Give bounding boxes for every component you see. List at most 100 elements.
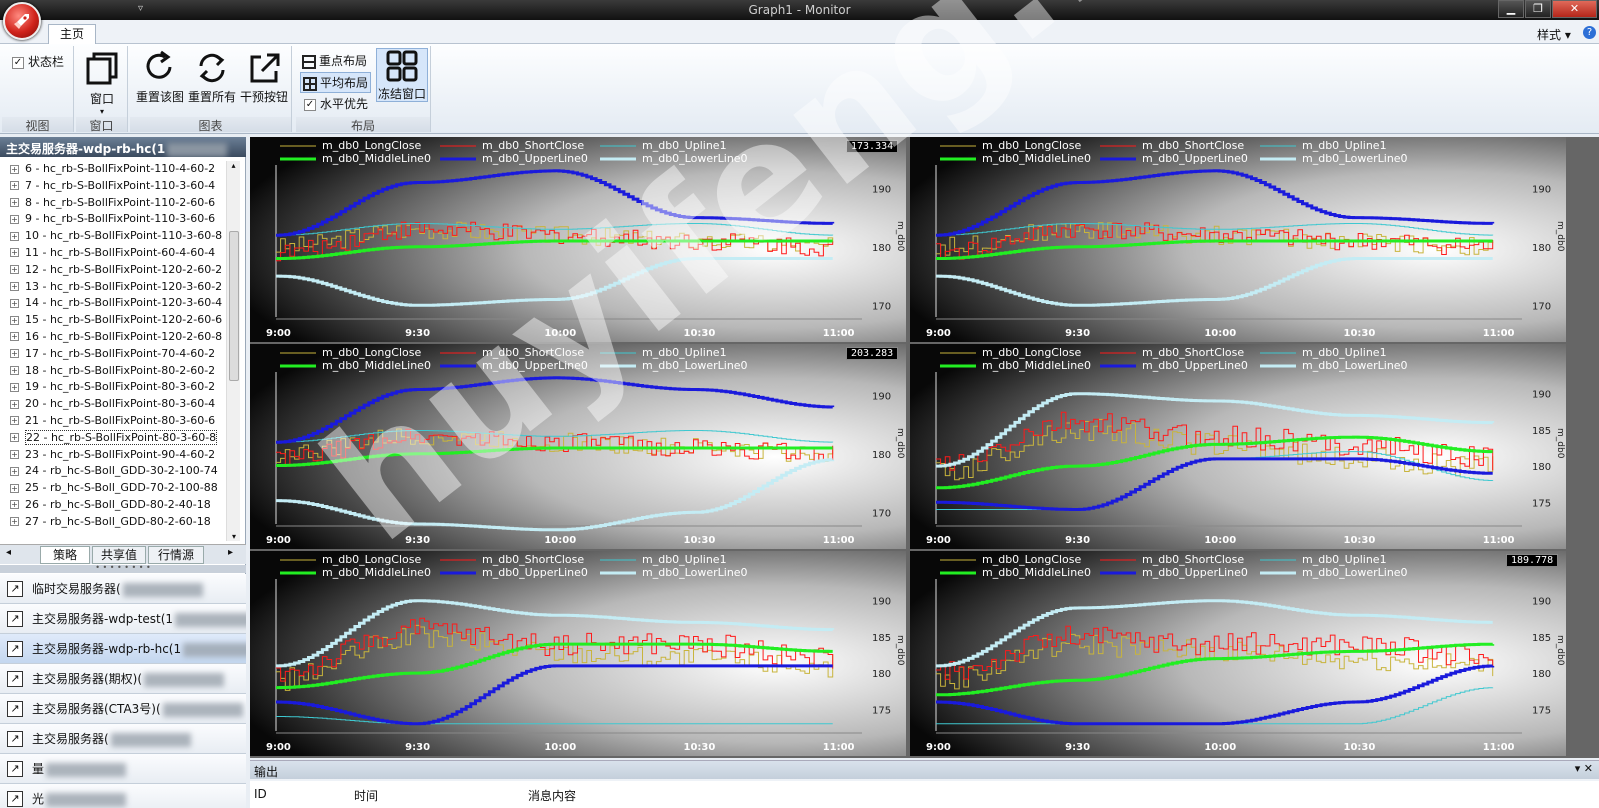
- strategy-tree-item[interactable]: +23 - hc_rb-S-BollFixPoint-90-4-60-2: [2, 447, 226, 464]
- focus-layout-button[interactable]: 重点布局: [302, 52, 367, 69]
- expand-icon[interactable]: +: [10, 332, 19, 342]
- expand-icon[interactable]: +: [10, 315, 19, 325]
- quick-access-dropdown[interactable]: ▿: [138, 3, 144, 14]
- chart-panel[interactable]: m_db0_LongClose m_db0_ShortClose m_db0_Upl…: [910, 551, 1566, 756]
- strategy-tree-item[interactable]: +21 - hc_rb-S-BollFixPoint-80-3-60-6: [2, 413, 226, 430]
- price-chart[interactable]: m_db0_LongClose m_db0_ShortClose m_db0_Upl…: [250, 137, 906, 342]
- expand-icon[interactable]: +: [10, 265, 19, 275]
- expand-icon[interactable]: +: [10, 433, 19, 443]
- expand-icon[interactable]: +: [10, 483, 19, 493]
- strategy-tree-item[interactable]: +10 - hc_rb-S-BollFixPoint-110-3-60-8: [2, 228, 226, 245]
- strategy-tree-item[interactable]: +27 - rb_hc-S-Boll_GDD-80-2-60-18: [2, 514, 226, 531]
- intervene-button[interactable]: 干预按钮: [238, 50, 290, 105]
- horizontal-first-checkbox[interactable]: ✓ 水平优先: [304, 95, 368, 112]
- minimize-button[interactable]: ▁: [1498, 0, 1524, 18]
- expand-icon[interactable]: +: [10, 248, 19, 258]
- legend-entry: m_db0_LongClose: [322, 553, 421, 566]
- tab-scroll-right-icon[interactable]: ▸: [228, 547, 234, 558]
- chart-panel[interactable]: m_db0_LongClose m_db0_ShortClose m_db0_Upl…: [910, 137, 1566, 342]
- chart-panel[interactable]: m_db0_LongClose m_db0_ShortClose m_db0_Upl…: [910, 344, 1566, 549]
- chart-panel[interactable]: m_db0_LongClose m_db0_ShortClose m_db0_Upl…: [250, 551, 906, 756]
- statusbar-checkbox[interactable]: ✓ 状态栏: [12, 53, 64, 70]
- price-chart[interactable]: m_db0_LongClose m_db0_ShortClose m_db0_Upl…: [910, 137, 1566, 342]
- legend-entry: m_db0_Upline1: [1302, 139, 1387, 152]
- expand-icon[interactable]: +: [10, 231, 19, 241]
- output-pane-controls[interactable]: ▾ ✕: [1574, 762, 1593, 775]
- strategy-tree-item[interactable]: +19 - hc_rb-S-BollFixPoint-80-3-60-2: [2, 379, 226, 396]
- freeze-window-button[interactable]: 冻结窗口: [376, 48, 428, 102]
- strategy-tree-item[interactable]: +13 - hc_rb-S-BollFixPoint-120-3-60-2: [2, 279, 226, 296]
- price-chart[interactable]: m_db0_LongClose m_db0_ShortClose m_db0_Upl…: [250, 551, 906, 756]
- server-item[interactable]: ↗ 临时交易服务器(: [0, 574, 246, 604]
- chart-panel[interactable]: m_db0_LongClose m_db0_ShortClose m_db0_Upl…: [250, 137, 906, 342]
- expand-icon[interactable]: +: [10, 466, 19, 476]
- chart-panel[interactable]: m_db0_LongClose m_db0_ShortClose m_db0_Upl…: [250, 344, 906, 549]
- price-chart[interactable]: m_db0_LongClose m_db0_ShortClose m_db0_Upl…: [250, 344, 906, 549]
- expand-icon[interactable]: +: [10, 298, 19, 308]
- help-icon[interactable]: ?: [1583, 26, 1596, 39]
- redacted-text: [122, 582, 203, 597]
- strategy-tree-item[interactable]: +17 - hc_rb-S-BollFixPoint-70-4-60-2: [2, 346, 226, 363]
- strategy-tree-item[interactable]: +9 - hc_rb-S-BollFixPoint-110-3-60-6: [2, 211, 226, 228]
- strategy-tree-item[interactable]: +7 - hc_rb-S-BollFixPoint-110-3-60-4: [2, 178, 226, 195]
- even-layout-button[interactable]: 平均布局: [300, 72, 372, 93]
- expand-icon[interactable]: +: [10, 416, 19, 426]
- strategy-tree-item[interactable]: +18 - hc_rb-S-BollFixPoint-80-2-60-2: [2, 363, 226, 380]
- expand-icon[interactable]: +: [10, 450, 19, 460]
- strategy-tree-item[interactable]: +16 - hc_rb-S-BollFixPoint-120-2-60-8: [2, 329, 226, 346]
- expand-icon[interactable]: +: [10, 500, 19, 510]
- expand-icon[interactable]: +: [10, 181, 19, 191]
- expand-icon[interactable]: +: [10, 382, 19, 392]
- tab-shared-values[interactable]: 共享值: [92, 546, 146, 564]
- server-item[interactable]: ↗ 主交易服务器(CTA3号)(: [0, 694, 246, 724]
- tab-home[interactable]: 主页: [48, 24, 96, 45]
- strategy-tree-item[interactable]: +15 - hc_rb-S-BollFixPoint-120-2-60-6: [2, 312, 226, 329]
- expand-icon[interactable]: +: [10, 214, 19, 224]
- column-time[interactable]: 时间: [354, 789, 379, 803]
- strategy-tree-item[interactable]: +20 - hc_rb-S-BollFixPoint-80-3-60-4: [2, 396, 226, 413]
- server-item[interactable]: ↗ 光: [0, 784, 246, 808]
- server-item[interactable]: ↗ 主交易服务器(期权)(: [0, 664, 246, 694]
- strategy-tree-item[interactable]: +12 - hc_rb-S-BollFixPoint-120-2-60-2: [2, 262, 226, 279]
- price-chart[interactable]: m_db0_LongClose m_db0_ShortClose m_db0_Upl…: [910, 344, 1566, 549]
- reset-all-button[interactable]: 重置所有: [186, 50, 238, 105]
- expand-icon[interactable]: +: [10, 282, 19, 292]
- strategy-tree-item[interactable]: +6 - hc_rb-S-BollFixPoint-110-4-60-2: [2, 161, 226, 178]
- server-item[interactable]: ↗ 主交易服务器-wdp-rb-hc(1: [0, 634, 246, 664]
- tab-quote-source[interactable]: 行情源: [148, 546, 204, 564]
- expand-icon[interactable]: +: [10, 517, 19, 527]
- legend-entry: m_db0_LowerLine0: [1302, 359, 1408, 372]
- expand-icon[interactable]: +: [10, 366, 19, 376]
- strategy-tree-item[interactable]: +24 - rb_hc-S-Boll_GDD-30-2-100-74: [2, 463, 226, 480]
- scroll-thumb[interactable]: [229, 231, 239, 381]
- strategy-tree-item[interactable]: +25 - rb_hc-S-Boll_GDD-70-2-100-88: [2, 480, 226, 497]
- expand-icon[interactable]: +: [10, 399, 19, 409]
- maximize-button[interactable]: ❐: [1525, 0, 1551, 18]
- tab-scroll-left-icon[interactable]: ◂: [6, 547, 12, 558]
- scroll-up-icon[interactable]: ▴: [231, 161, 236, 170]
- column-message[interactable]: 消息内容: [528, 789, 577, 803]
- reset-chart-button[interactable]: 重置该图: [134, 50, 186, 105]
- server-item[interactable]: ↗ 量: [0, 754, 246, 784]
- expand-icon[interactable]: +: [10, 198, 19, 208]
- expand-icon[interactable]: +: [10, 164, 19, 174]
- close-button[interactable]: ✕: [1552, 0, 1597, 18]
- style-menu[interactable]: 样式 ▾: [1537, 28, 1571, 42]
- server-item-label: 主交易服务器(期权)(: [32, 672, 143, 686]
- strategy-tree-item[interactable]: +22 - hc_rb-S-BollFixPoint-80-3-60-8: [2, 429, 226, 447]
- strategy-tree-item[interactable]: +14 - hc_rb-S-BollFixPoint-120-3-60-4: [2, 295, 226, 312]
- price-chart[interactable]: m_db0_LongClose m_db0_ShortClose m_db0_Upl…: [910, 551, 1566, 756]
- window-button[interactable]: 窗口 ▾: [82, 50, 122, 116]
- expand-icon[interactable]: +: [10, 349, 19, 359]
- column-id[interactable]: ID: [254, 787, 267, 801]
- server-item[interactable]: ↗ 主交易服务器(: [0, 724, 246, 754]
- panel-splitter[interactable]: • • • • • • • •: [0, 564, 246, 573]
- strategy-tree-item[interactable]: +8 - hc_rb-S-BollFixPoint-110-2-60-6: [2, 195, 226, 212]
- tab-strategy[interactable]: 策略: [40, 546, 90, 564]
- app-menu-button[interactable]: [3, 2, 41, 40]
- strategy-tree-item[interactable]: +26 - rb_hc-S-Boll_GDD-80-2-40-18: [2, 497, 226, 514]
- scroll-down-icon[interactable]: ▾: [231, 532, 236, 541]
- server-item[interactable]: ↗ 主交易服务器-wdp-test(1: [0, 604, 246, 634]
- strategy-tree-item[interactable]: +11 - hc_rb-S-BollFixPoint-60-4-60-4: [2, 245, 226, 262]
- tree-scrollbar[interactable]: ▴ ▾: [226, 161, 240, 541]
